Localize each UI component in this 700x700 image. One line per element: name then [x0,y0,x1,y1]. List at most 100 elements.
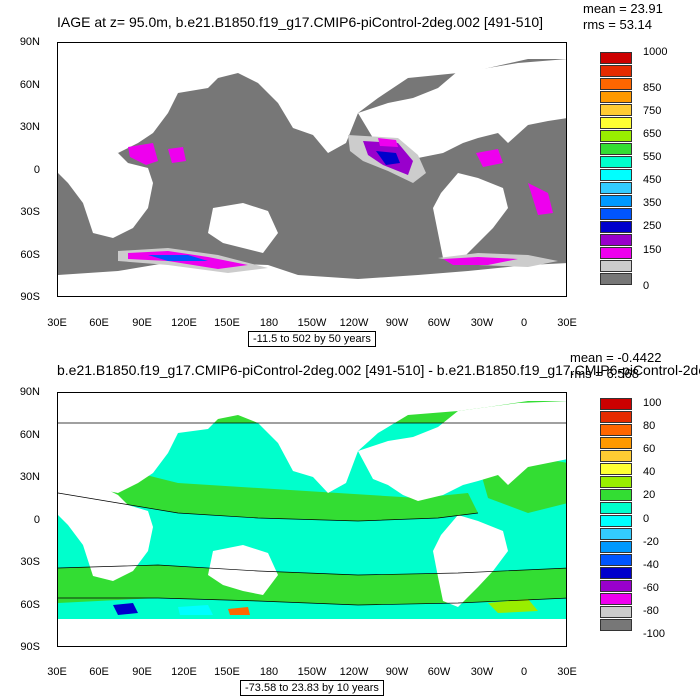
colorbar-swatch [600,398,632,410]
colorbar-label: 550 [643,151,662,163]
lon-tick: 60E [89,666,109,678]
colorbar-label: 100 [643,397,662,409]
colorbar-label: 40 [643,466,656,478]
lon-tick: 30E [47,317,67,329]
colorbar-label: 1000 [643,46,668,58]
lat-tick: 60N [19,429,40,441]
contour-lines [58,422,566,606]
lon-tick: 90W [385,666,409,678]
north-america-land [358,59,566,158]
colorbar-label: 60 [643,443,656,455]
colorbar-label: 850 [643,82,662,94]
colorbar-swatch [600,502,632,514]
colorbar-swatch [600,489,632,501]
lon-tick: 150E [214,666,240,678]
colorbar-swatch [600,182,632,194]
map-plot [57,42,567,297]
colorbar-swatch [600,260,632,272]
colorbar-swatch [600,463,632,475]
colorbar-swatch [600,567,632,579]
colorbar-swatch [600,580,632,592]
anomaly-patches [113,599,538,615]
lat-tick: 0 [33,514,40,526]
rms-label: rms = 53.14 [583,17,653,32]
colorbar-label: 0 [643,280,650,292]
lat-tick: 60N [19,79,40,91]
colorbar-swatch [600,117,632,129]
colorbar-swatch [600,424,632,436]
colorbar-label: -20 [643,536,659,548]
lat-tick: 60S [20,249,40,261]
lon-tick: 60E [89,317,109,329]
lon-tick: 120E [171,317,197,329]
colorbar-label: 750 [643,105,662,117]
colorbar-swatch [600,143,632,155]
colorbar-swatch [600,606,632,618]
colorbar-label: 150 [643,244,662,256]
colorbar-swatch [600,528,632,540]
colorbar-swatch [600,476,632,488]
contour-range-label: -11.5 to 502 by 50 years [248,331,376,347]
colorbar-label: 450 [643,174,662,186]
lon-tick: 120W [339,317,369,329]
colorbar-swatch [600,221,632,233]
colorbar [600,398,632,632]
lon-tick: 0 [520,317,528,329]
lon-tick: 30E [557,666,577,678]
map-plot [57,392,567,647]
colorbar-label: 650 [643,128,662,140]
colorbar-swatch [600,450,632,462]
lon-tick: 30W [470,317,494,329]
colorbar-label: -60 [643,582,659,594]
lon-tick: 0 [520,666,528,678]
colorbar-swatch [600,52,632,64]
colorbar-swatch [600,91,632,103]
africa-land [58,133,153,238]
colorbar-swatch [600,593,632,605]
lon-tick: 90W [385,317,409,329]
mean-label: mean = -0.4422 [570,350,662,365]
colorbar-swatch [600,234,632,246]
colorbar-label: -100 [643,628,666,640]
lon-tick: 30E [557,317,577,329]
lon-tick: 60W [427,666,451,678]
colorbar-swatch [600,208,632,220]
colorbar-swatch [600,169,632,181]
colorbar-swatch [600,273,632,285]
rms-label: rms = 6.568 [570,366,640,381]
colorbar-label: -40 [643,559,659,571]
land-masses [58,393,566,646]
colorbar-swatch [600,554,632,566]
map-svg [58,393,566,646]
lat-tick: 30S [20,206,40,218]
lon-tick: 180 [259,666,279,678]
colorbar-swatch [600,104,632,116]
lat-tick: 90N [19,36,40,48]
colorbar-label: -80 [643,605,659,617]
colorbar-label: 20 [643,489,656,501]
panel-title: b.e21.B1850.f19_g17.CMIP6-piControl-2deg… [57,362,700,378]
lon-tick: 30W [470,666,494,678]
colorbar-swatch [600,541,632,553]
south-america-land [433,173,508,263]
colorbar-swatch [600,130,632,142]
colorbar [600,52,632,286]
lon-tick: 120W [339,666,369,678]
lon-tick: 150W [297,317,327,329]
colorbar-label: 80 [643,420,656,432]
eurasia-na-land [58,43,566,163]
colorbar-label: 350 [643,197,662,209]
mean-label: mean = 23.91 [583,1,663,16]
colorbar-swatch [600,515,632,527]
lon-tick: 90E [132,666,152,678]
colorbar-swatch [600,156,632,168]
lon-tick: 150E [214,317,240,329]
colorbar-swatch [600,619,632,631]
colorbar-swatch [600,411,632,423]
map-svg [58,43,566,296]
colorbar-label: 250 [643,220,662,232]
lat-tick: 30N [19,471,40,483]
colorbar-label: 0 [643,513,650,525]
lat-tick: 90S [20,641,40,653]
lat-tick: 0 [33,164,40,176]
